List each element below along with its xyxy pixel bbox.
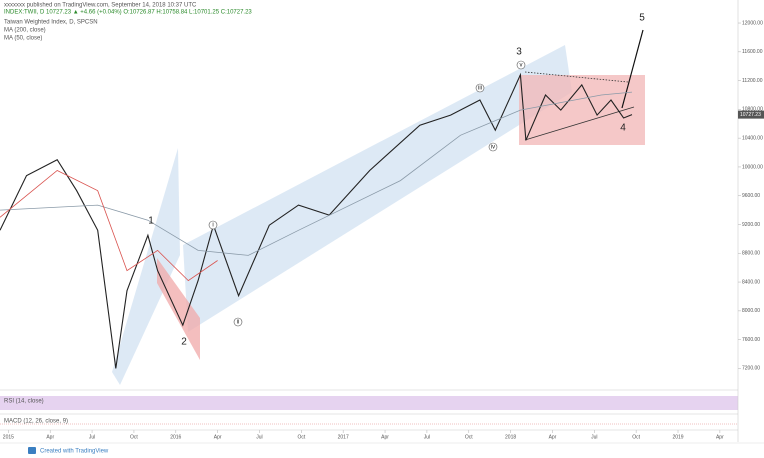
correction-wave-2	[157, 258, 200, 360]
wave-label: ii	[237, 320, 240, 326]
legend-entry: MA (50, close)	[4, 36, 42, 42]
series-line	[0, 72, 633, 369]
x-tick-label: Oct	[632, 434, 640, 440]
x-tick-label: 2017	[338, 434, 349, 440]
x-tick-label: Apr	[46, 434, 54, 440]
footer: Created with TradingView	[40, 449, 109, 455]
wave-circle	[475, 83, 485, 93]
x-tick-label: Jul	[256, 434, 262, 440]
wave-label: iv	[491, 145, 495, 151]
y-tick-label: 10400.00	[742, 135, 763, 141]
wave-circle	[488, 142, 498, 152]
x-tick-label: 2018	[505, 434, 516, 440]
wave-label: 1	[148, 216, 154, 227]
y-tick-label: 11600.00	[742, 49, 763, 55]
y-tick-label: 10000.00	[742, 164, 763, 170]
x-tick-label: Apr	[214, 434, 222, 440]
x-tick-label: Apr	[549, 434, 557, 440]
series-line	[0, 170, 218, 282]
legend-entry: Taiwan Weighted Index, D, SPCSN	[4, 20, 98, 26]
y-tick-label: 8400.00	[742, 279, 760, 285]
wave-label: 3	[516, 47, 522, 58]
y-tick-label: 11200.00	[742, 78, 763, 84]
x-tick-label: Apr	[381, 434, 389, 440]
wave-label: iii	[478, 86, 482, 92]
publisher: xxxxxxx published on TradingView.com, Se…	[4, 3, 197, 9]
channel-left	[112, 148, 180, 385]
x-tick-label: Jul	[424, 434, 430, 440]
wave-label: 2	[181, 337, 187, 348]
x-tick-label: Jul	[89, 434, 95, 440]
macd-label: MACD (12, 26, close, 9)	[4, 419, 68, 425]
last-price-label: 10727.23	[740, 112, 761, 118]
y-tick-label: 8000.00	[742, 308, 760, 314]
triangle-top	[524, 71, 629, 83]
y-tick-label: 9200.00	[742, 222, 760, 228]
x-tick-label: Apr	[716, 434, 724, 440]
triangle-bottom	[524, 106, 635, 141]
logo	[28, 447, 36, 454]
x-tick-label: Oct	[465, 434, 473, 440]
x-tick-label: Oct	[297, 434, 305, 440]
rsi-band	[0, 396, 738, 410]
x-tick-label: 2016	[170, 434, 181, 440]
wave-label: i	[212, 223, 213, 229]
y-tick-label: 7600.00	[742, 337, 760, 343]
series-line	[0, 91, 633, 256]
projection-wave-5	[621, 29, 644, 109]
wave-label: 5	[639, 13, 645, 24]
wave-circle	[516, 60, 526, 70]
x-tick-label: Jul	[591, 434, 597, 440]
y-tick-label: 12000.00	[742, 20, 763, 26]
x-tick-label: 2019	[672, 434, 683, 440]
symbol-line: INDEX:TWII, D 10727.23 ▲ +4.66 (+0.04%) …	[4, 10, 252, 16]
legend-entry: MA (200, close)	[4, 28, 46, 34]
wave-circle	[208, 220, 218, 230]
wave-label: v	[520, 63, 523, 69]
x-tick-label: 2015	[3, 434, 14, 440]
y-tick-label: 7200.00	[742, 366, 760, 372]
y-tick-label: 8800.00	[742, 251, 760, 257]
rsi-label: RSI (14, close)	[4, 399, 44, 405]
wave-circle	[233, 317, 243, 327]
y-tick-label: 9600.00	[742, 193, 760, 199]
x-tick-label: Oct	[130, 434, 138, 440]
channel-main	[183, 45, 572, 332]
wave-label: 4	[620, 123, 626, 134]
last-price-box	[738, 110, 764, 119]
y-tick-label: 10800.00	[742, 107, 763, 113]
